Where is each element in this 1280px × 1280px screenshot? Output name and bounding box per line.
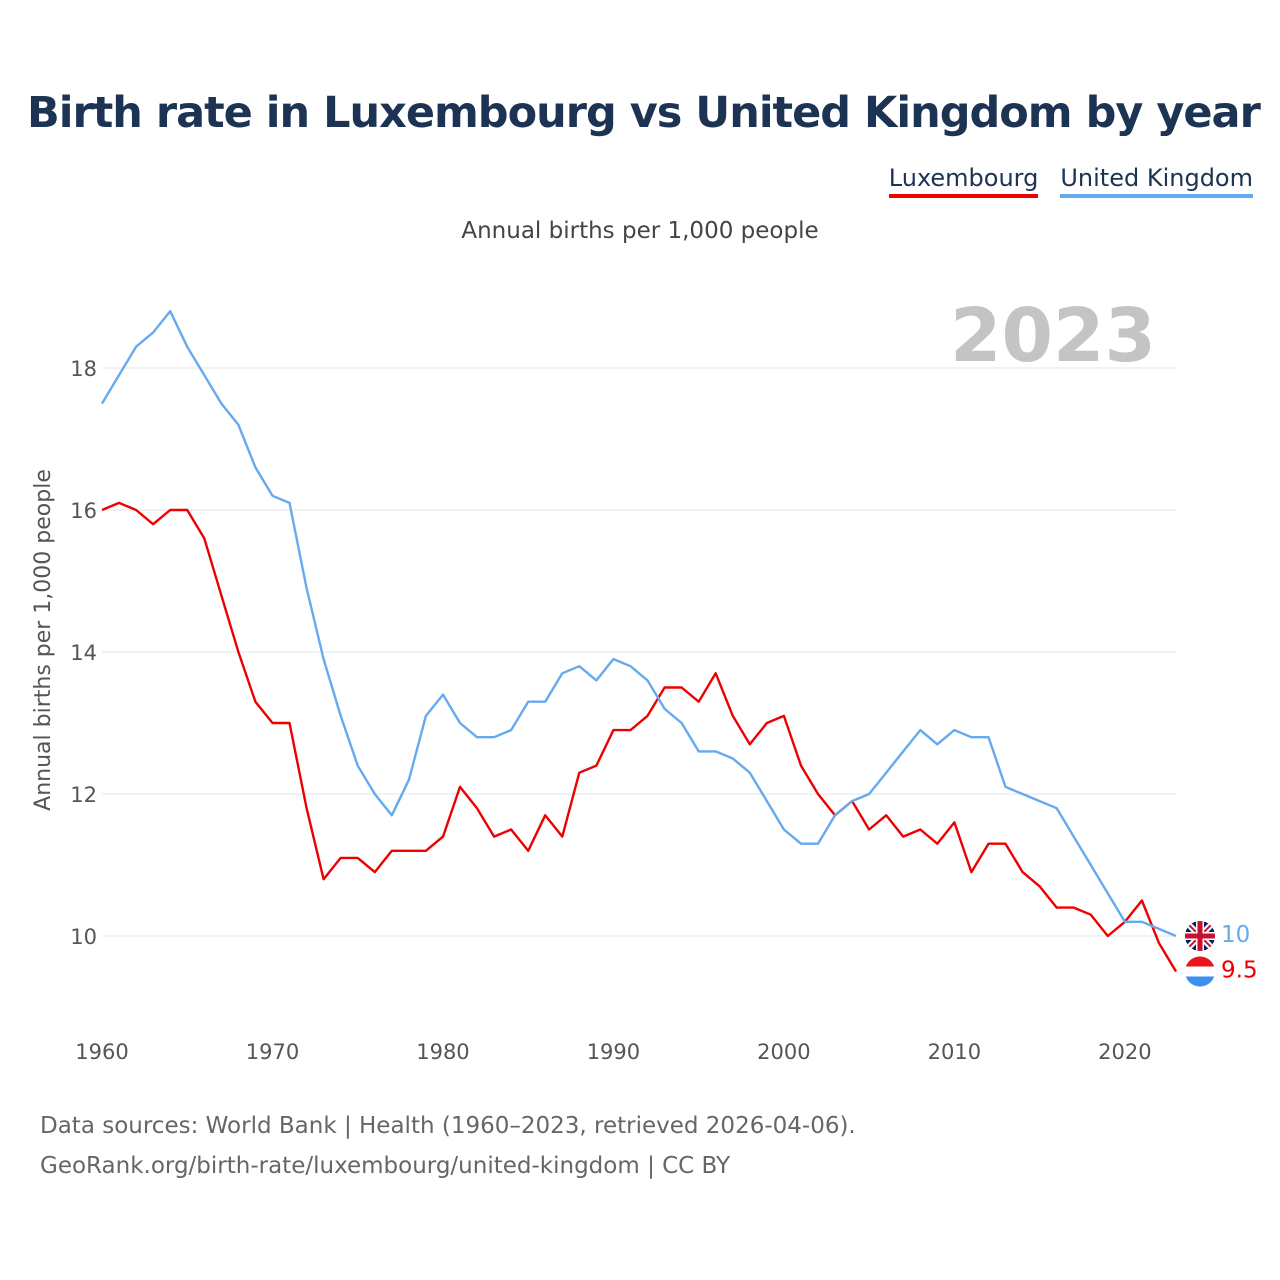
chart-title: Birth rate in Luxembourg vs United Kingd…	[27, 88, 1261, 138]
y-tick-label: 16	[70, 499, 97, 523]
footer-sources: Data sources: World Bank | Health (1960–…	[40, 1113, 856, 1139]
x-tick-label: 1980	[416, 1040, 469, 1064]
footer-credit: GeoRank.org/birth-rate/luxembourg/united…	[40, 1153, 731, 1179]
y-tick-label: 18	[70, 357, 97, 381]
x-tick-label: 1960	[75, 1040, 128, 1064]
end-label-luxembourg: 9.5	[1221, 958, 1258, 984]
chart-area: 2023 10 12 14 16 18 1960 1970 1980 1990 2000 2010 2…	[31, 293, 1258, 1064]
x-tick-label: 1970	[246, 1040, 299, 1064]
y-tick-label: 12	[70, 783, 97, 807]
legend-item-united-kingdom[interactable]: United Kingdom	[1060, 164, 1253, 198]
x-tick-label: 2000	[757, 1040, 810, 1064]
series-line-united-kingdom	[100, 310, 1177, 938]
legend: Luxembourg United Kingdom	[888, 164, 1253, 198]
x-tick-label: 2020	[1098, 1040, 1151, 1064]
end-label-united-kingdom: 10	[1221, 922, 1250, 948]
y-tick-label: 10	[70, 925, 97, 949]
series-line-luxembourg	[101, 501, 1178, 973]
uk-flag-icon	[1185, 921, 1215, 951]
x-tick-label: 2010	[928, 1040, 981, 1064]
footer: Data sources: World Bank | Health (1960–…	[40, 1106, 856, 1186]
chart-subtitle: Annual births per 1,000 people	[461, 218, 819, 244]
x-tick-label: 1990	[587, 1040, 640, 1064]
y-axis-label: Annual births per 1,000 people	[31, 469, 56, 811]
legend-item-luxembourg[interactable]: Luxembourg	[888, 164, 1039, 198]
year-watermark: 2023	[950, 293, 1156, 379]
luxembourg-flag-icon	[1185, 956, 1215, 987]
y-tick-label: 14	[70, 641, 97, 665]
